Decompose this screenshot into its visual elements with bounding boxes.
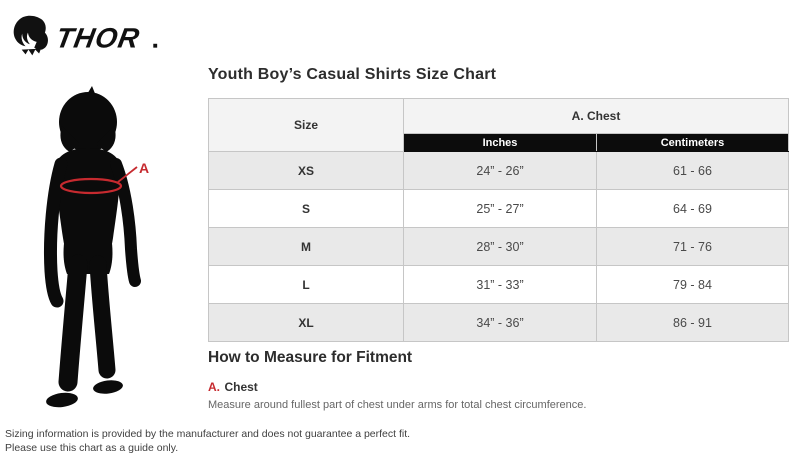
centimeters-cell: 86 - 91 [596, 303, 789, 342]
size-cell: S [208, 189, 404, 228]
size-cell: XL [208, 303, 404, 342]
measure-item-chest: A. Chest Measure around fullest part of … [208, 378, 688, 411]
centimeters-column-header: Centimeters [596, 133, 789, 152]
centimeters-cell: 64 - 69 [596, 189, 789, 228]
table-group-header-row: Size A. Chest [208, 98, 789, 152]
inches-cell: 24” - 26” [403, 151, 597, 190]
chest-group-header: A. Chest [403, 98, 789, 134]
centimeters-cell: 79 - 84 [596, 265, 789, 304]
measure-item-title: A. Chest [208, 378, 688, 396]
size-cell: M [208, 227, 404, 266]
disclaimer-line-2: Please use this chart as a guide only. [5, 442, 179, 455]
youth-boy-feet [46, 380, 123, 408]
thor-wordmark-period [153, 43, 158, 48]
thor-helmet-icon [13, 15, 48, 56]
inches-column-header: Inches [403, 133, 597, 152]
thor-wordmark: THOR [54, 22, 143, 54]
inches-cell: 28” - 30” [403, 227, 597, 266]
centimeters-cell: 61 - 66 [596, 151, 789, 190]
table-unit-header-row: Inches Centimeters [209, 133, 789, 152]
table-row: XL 34” - 36” 86 - 91 [208, 303, 789, 342]
disclaimer-line-1: Sizing information is provided by the ma… [5, 428, 411, 440]
centimeters-cell: 71 - 76 [596, 227, 789, 266]
inches-cell: 34” - 36” [403, 303, 597, 342]
inches-cell: 31” - 33” [403, 265, 597, 304]
measurement-figure: A [43, 86, 149, 408]
youth-boy-limbs [43, 157, 141, 392]
table-row: M 28” - 30” 71 - 76 [208, 227, 789, 266]
measure-item-description: Measure around fullest part of chest und… [208, 399, 587, 411]
size-cell: L [208, 265, 404, 304]
size-chart-table: Size A. Chest Inches Centimeters XS 24” … [208, 98, 789, 342]
measure-item-label: Chest [224, 380, 258, 394]
measure-item-key: A. [208, 380, 220, 394]
measure-section-heading: How to Measure for Fitment [208, 349, 413, 366]
table-row: L 31” - 33” 79 - 84 [208, 265, 789, 304]
size-cell: XS [208, 151, 404, 190]
size-column-header: Size [208, 98, 404, 152]
chest-annotation-label: A [139, 160, 149, 176]
disclaimer-footer: Sizing information is provided by the ma… [5, 427, 410, 455]
page-title: Youth Boy’s Casual Shirts Size Chart [208, 66, 497, 83]
inches-cell: 25” - 27” [403, 189, 597, 228]
thor-logo: THOR [13, 15, 158, 56]
table-row: XS 24” - 26” 61 - 66 [208, 151, 789, 190]
chest-measure-annotation: A [59, 160, 149, 195]
table-row: S 25” - 27” 64 - 69 [208, 189, 789, 228]
